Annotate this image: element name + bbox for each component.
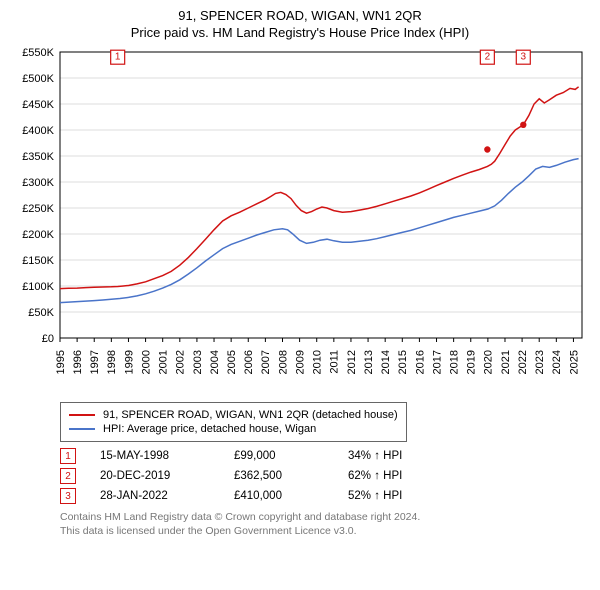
legend-box: 91, SPENCER ROAD, WIGAN, WN1 2QR (detach… xyxy=(60,402,407,442)
series-property xyxy=(60,87,579,289)
svg-text:2023: 2023 xyxy=(534,350,546,374)
chart-title: 91, SPENCER ROAD, WIGAN, WN1 2QR xyxy=(10,8,590,23)
svg-text:2010: 2010 xyxy=(312,350,324,374)
legend-swatch xyxy=(69,414,95,416)
chart-area: £0 £50K £100K £150K £200K £250K £300K £350K £400… xyxy=(10,46,590,396)
legend-item: 91, SPENCER ROAD, WIGAN, WN1 2QR (detach… xyxy=(69,409,398,421)
sale-price: £362,500 xyxy=(234,470,324,482)
svg-text:2000: 2000 xyxy=(140,350,152,374)
sale-point xyxy=(520,122,526,128)
svg-text:2002: 2002 xyxy=(175,350,187,374)
svg-text:2024: 2024 xyxy=(551,350,563,374)
svg-text:2005: 2005 xyxy=(226,350,238,374)
sale-point xyxy=(484,146,490,152)
svg-text:2020: 2020 xyxy=(483,350,495,374)
sale-delta: 34% ↑ HPI xyxy=(348,450,402,462)
svg-text:£400K: £400K xyxy=(22,125,54,137)
svg-text:2017: 2017 xyxy=(431,350,443,374)
sale-date: 20-DEC-2019 xyxy=(100,470,210,482)
svg-text:£450K: £450K xyxy=(22,99,54,111)
svg-text:2003: 2003 xyxy=(192,350,204,374)
svg-text:2014: 2014 xyxy=(380,350,392,374)
svg-text:2019: 2019 xyxy=(466,350,478,374)
svg-text:2001: 2001 xyxy=(158,350,170,374)
svg-text:1: 1 xyxy=(115,52,121,63)
svg-text:2015: 2015 xyxy=(397,350,409,374)
series-hpi xyxy=(60,159,579,303)
svg-text:2016: 2016 xyxy=(414,350,426,374)
svg-text:2025: 2025 xyxy=(568,350,580,374)
chart-subtitle: Price paid vs. HM Land Registry's House … xyxy=(10,25,590,40)
svg-text:£300K: £300K xyxy=(22,177,54,189)
svg-text:2006: 2006 xyxy=(243,350,255,374)
svg-text:1997: 1997 xyxy=(89,350,101,374)
sale-date: 15-MAY-1998 xyxy=(100,450,210,462)
svg-text:2011: 2011 xyxy=(329,350,341,374)
svg-text:2008: 2008 xyxy=(277,350,289,374)
sale-price: £99,000 xyxy=(234,450,324,462)
svg-text:£200K: £200K xyxy=(22,229,54,241)
sale-row-marker: 2 xyxy=(60,468,76,484)
svg-text:1996: 1996 xyxy=(72,350,84,374)
legend-label: 91, SPENCER ROAD, WIGAN, WN1 2QR (detach… xyxy=(103,409,398,421)
svg-text:2004: 2004 xyxy=(209,350,221,374)
svg-text:1998: 1998 xyxy=(106,350,118,374)
svg-text:1995: 1995 xyxy=(55,350,67,374)
svg-text:2009: 2009 xyxy=(294,350,306,374)
svg-text:2022: 2022 xyxy=(517,350,529,374)
footer-attribution: Contains HM Land Registry data © Crown c… xyxy=(60,510,590,538)
legend-item: HPI: Average price, detached house, Wiga… xyxy=(69,423,398,435)
svg-text:1999: 1999 xyxy=(123,350,135,374)
svg-text:£350K: £350K xyxy=(22,151,54,163)
svg-text:£250K: £250K xyxy=(22,203,54,215)
legend-label: HPI: Average price, detached house, Wiga… xyxy=(103,423,316,435)
svg-text:3: 3 xyxy=(521,52,527,63)
sale-row: 2 20-DEC-2019 £362,500 62% ↑ HPI xyxy=(60,468,590,484)
svg-text:£50K: £50K xyxy=(28,307,54,319)
svg-text:£150K: £150K xyxy=(22,255,54,267)
sale-price: £410,000 xyxy=(234,490,324,502)
svg-text:£550K: £550K xyxy=(22,47,54,59)
sale-delta: 62% ↑ HPI xyxy=(348,470,402,482)
footer-line-2: This data is licensed under the Open Gov… xyxy=(60,524,590,538)
sales-table: 1 15-MAY-1998 £99,000 34% ↑ HPI 2 20-DEC-2019… xyxy=(60,448,590,504)
svg-text:2021: 2021 xyxy=(500,350,512,374)
line-chart: £0 £50K £100K £150K £200K £250K £300K £350K £400… xyxy=(10,46,590,396)
svg-text:£0: £0 xyxy=(42,333,54,345)
sale-row: 1 15-MAY-1998 £99,000 34% ↑ HPI xyxy=(60,448,590,464)
sale-row-marker: 3 xyxy=(60,488,76,504)
sale-date: 28-JAN-2022 xyxy=(100,490,210,502)
svg-text:2007: 2007 xyxy=(260,350,272,374)
sale-row: 3 28-JAN-2022 £410,000 52% ↑ HPI xyxy=(60,488,590,504)
svg-text:2012: 2012 xyxy=(346,350,358,374)
svg-text:2013: 2013 xyxy=(363,350,375,374)
sale-delta: 52% ↑ HPI xyxy=(348,490,402,502)
sale-row-marker: 1 xyxy=(60,448,76,464)
footer-line-1: Contains HM Land Registry data © Crown c… xyxy=(60,510,590,524)
legend-swatch xyxy=(69,428,95,430)
svg-text:2018: 2018 xyxy=(448,350,460,374)
svg-text:2: 2 xyxy=(485,52,491,63)
svg-text:£500K: £500K xyxy=(22,73,54,85)
svg-text:£100K: £100K xyxy=(22,281,54,293)
